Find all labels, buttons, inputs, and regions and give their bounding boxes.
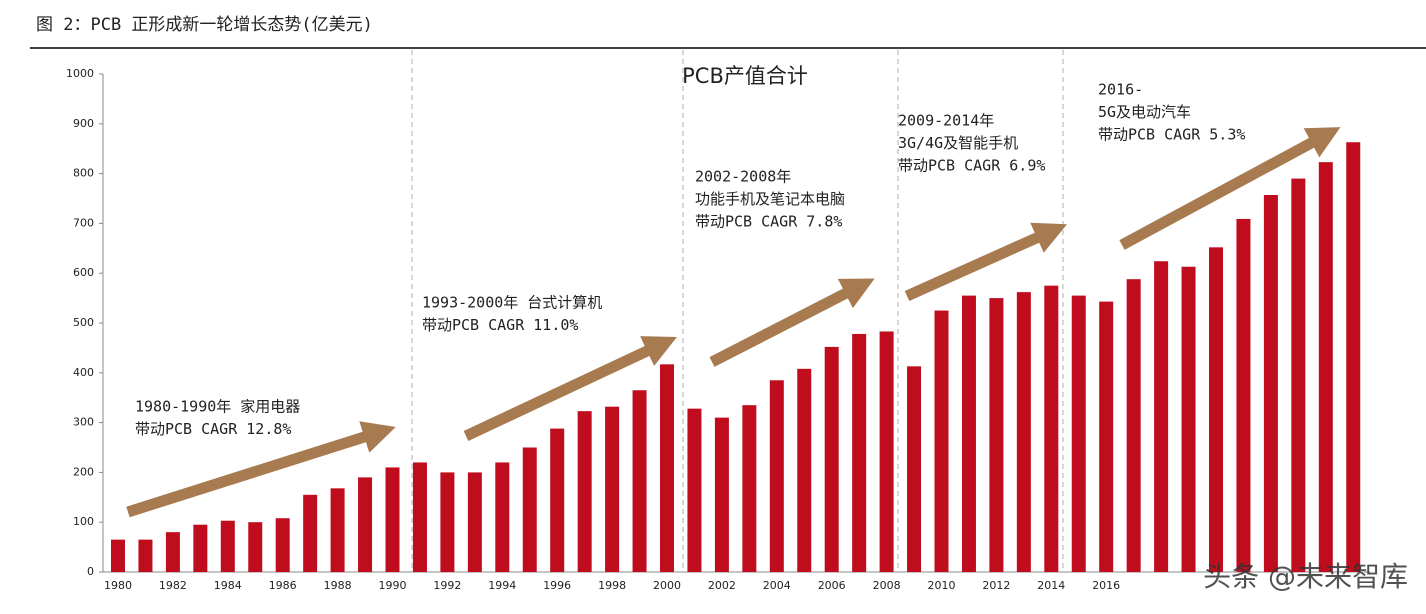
chart-title: PCB产值合计 <box>682 64 808 88</box>
x-tick-label: 1996 <box>543 579 571 592</box>
y-tick-label: 400 <box>73 366 94 379</box>
bar <box>248 522 263 572</box>
bar <box>1126 279 1141 572</box>
y-tick-label: 500 <box>73 316 94 329</box>
bar <box>769 380 784 572</box>
bar <box>907 366 922 572</box>
annotation: 功能手机及笔记本电脑 <box>695 190 845 208</box>
bar <box>687 408 702 572</box>
bar <box>550 428 565 572</box>
bar <box>412 462 427 572</box>
bar <box>275 518 290 572</box>
trend-arrows <box>126 127 1341 518</box>
bar <box>1291 178 1306 572</box>
bar <box>852 333 867 572</box>
bar <box>660 364 674 572</box>
annotation: 5G及电动汽车 <box>1098 103 1191 121</box>
bar <box>1044 285 1059 572</box>
header-title: 图 2：PCB 正形成新一轮增长态势(亿美元) <box>36 15 373 35</box>
bar <box>1016 292 1031 572</box>
bar <box>961 295 976 572</box>
bar <box>1346 142 1361 572</box>
x-tick-label: 1998 <box>598 579 626 592</box>
bar <box>1099 301 1114 572</box>
y-tick-label: 900 <box>73 117 94 130</box>
x-tick-label: 2014 <box>1037 579 1065 592</box>
bar <box>1263 195 1278 572</box>
bar <box>1181 266 1196 572</box>
x-tick-label: 1980 <box>104 579 132 592</box>
x-tick-label: 2004 <box>763 579 791 592</box>
y-tick-label: 800 <box>73 167 94 180</box>
x-tick-label: 1988 <box>324 579 352 592</box>
annotation: 3G/4G及智能手机 <box>898 134 1018 152</box>
annotation: 1980-1990年 家用电器 <box>135 398 300 416</box>
x-tick-label: 2008 <box>873 579 901 592</box>
x-tick-label: 2012 <box>982 579 1010 592</box>
annotation: 带动PCB CAGR 5.3% <box>1098 126 1245 144</box>
bar <box>632 390 647 572</box>
bar <box>330 488 345 572</box>
annotation: 2016- <box>1098 81 1143 99</box>
period-dividers <box>411 50 1064 572</box>
bar <box>193 524 208 572</box>
bar <box>879 331 894 572</box>
bar <box>495 462 510 572</box>
x-tick-label: 1994 <box>488 579 516 592</box>
bar <box>385 467 400 572</box>
bar <box>742 405 757 572</box>
y-tick-label: 100 <box>73 515 94 528</box>
bar <box>824 346 839 572</box>
bar <box>577 411 592 572</box>
x-tick-label: 2000 <box>653 579 681 592</box>
x-tick-label: 1986 <box>269 579 297 592</box>
y-tick-label: 200 <box>73 465 94 478</box>
bar <box>934 310 949 572</box>
annotation: 2002-2008年 <box>695 168 791 186</box>
y-tick-label: 1000 <box>66 67 94 80</box>
bar <box>1154 261 1169 572</box>
bar <box>440 472 455 572</box>
bar <box>165 532 180 572</box>
annotation: 1993-2000年 台式计算机 <box>422 294 602 312</box>
annotation: 2009-2014年 <box>898 112 994 130</box>
annotation: 带动PCB CAGR 6.9% <box>898 157 1045 175</box>
bar <box>1209 247 1223 572</box>
x-tick-label: 1990 <box>379 579 407 592</box>
x-tick-label: 1984 <box>214 579 242 592</box>
y-tick-label: 0 <box>87 565 94 578</box>
y-tick-label: 300 <box>73 416 94 429</box>
watermark: 头条 @未来智库 <box>1203 560 1408 593</box>
bar <box>797 368 812 572</box>
bar <box>358 477 373 572</box>
x-tick-label: 2006 <box>818 579 846 592</box>
x-tick-label: 1992 <box>433 579 461 592</box>
bar <box>714 417 729 572</box>
bar <box>605 406 620 572</box>
y-tick-label: 700 <box>73 216 94 229</box>
bar <box>220 520 235 572</box>
annotation: 带动PCB CAGR 11.0% <box>422 316 578 334</box>
bar <box>467 472 482 572</box>
bar <box>1236 218 1251 572</box>
x-tick-label: 2016 <box>1092 579 1120 592</box>
x-tick-label: 2010 <box>928 579 956 592</box>
bar <box>522 447 537 572</box>
x-tick-label: 2002 <box>708 579 736 592</box>
bar <box>138 539 153 572</box>
bar <box>1318 162 1333 572</box>
x-tick-label: 1982 <box>159 579 187 592</box>
bar <box>111 539 125 572</box>
annotation: 带动PCB CAGR 7.8% <box>695 213 842 231</box>
bar <box>303 494 318 572</box>
y-tick-label: 600 <box>73 266 94 279</box>
bar <box>989 298 1004 572</box>
annotation: 带动PCB CAGR 12.8% <box>135 420 291 438</box>
bar <box>1071 295 1086 572</box>
